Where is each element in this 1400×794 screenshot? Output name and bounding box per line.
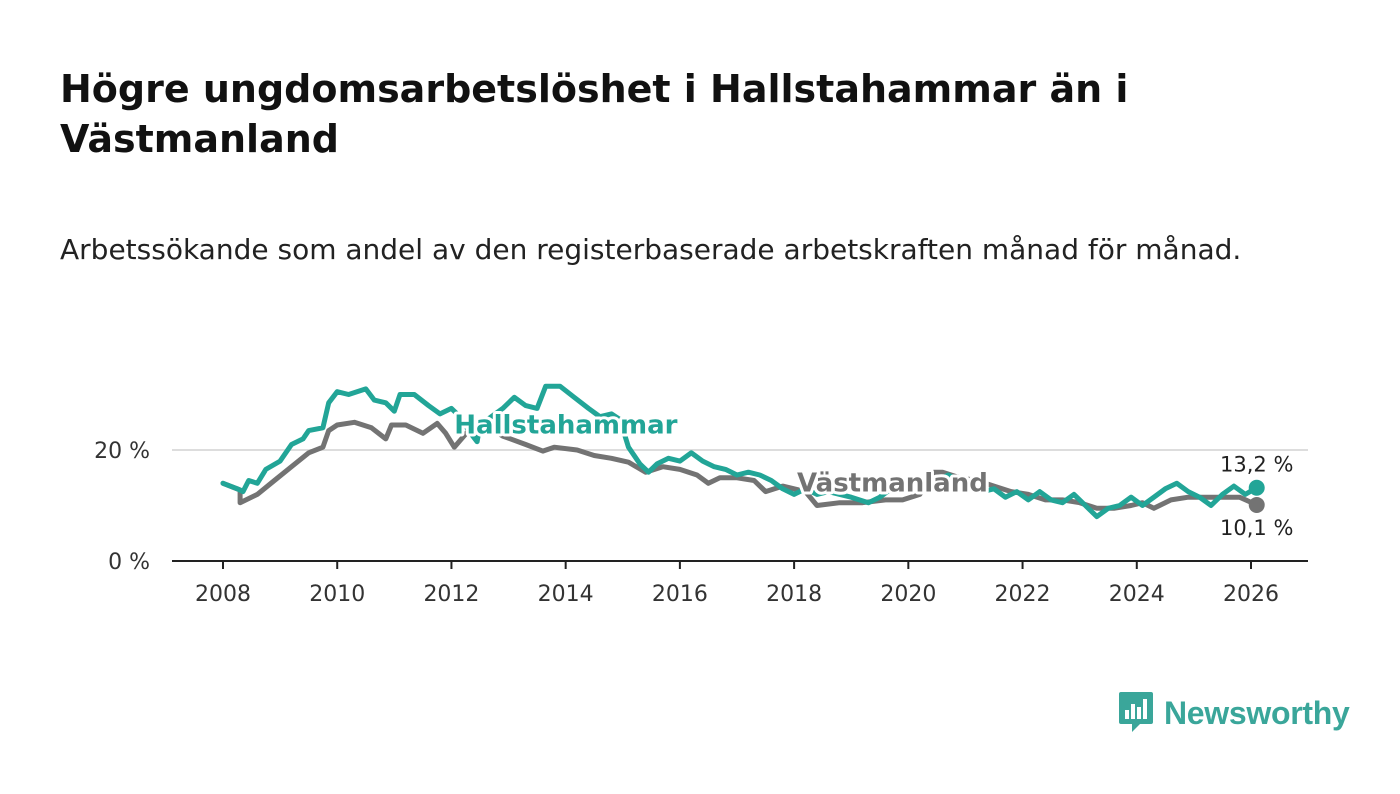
x-tick-label: 2012 (423, 582, 479, 607)
newsworthy-logo: Newsworthy (1118, 690, 1350, 736)
x-tick-label: 2024 (1109, 582, 1165, 607)
x-tick-label: 2016 (652, 582, 708, 607)
series-line-hallstahammar (220, 383, 1260, 520)
chart-subtitle: Arbetssökande som andel av den registerb… (60, 233, 1242, 266)
end-point-hallstahammar (1248, 479, 1265, 496)
chart-title: Högre ungdomsarbetslöshet i Hallstahamma… (60, 67, 1129, 161)
x-tick-label: 2020 (880, 582, 936, 607)
series-line-västmanland (220, 419, 1260, 511)
x-tick-label: 2010 (309, 582, 365, 607)
end-value-label-hallstahammar: 13,2 % (1220, 453, 1293, 477)
x-tick-label: 2008 (195, 582, 251, 607)
line-chart: 0 % 20 % 2008 2010 2012 2014 2016 2018 2020 2022 2… (94, 383, 1308, 607)
label-layer: 10,1 % 13,2 % Hallstahammar Västmanland (451, 407, 1293, 540)
series-name-label-hallstahammar: Hallstahammar (454, 410, 677, 440)
x-tick-label: 2026 (1223, 582, 1279, 607)
end-value-label-västmanland: 10,1 % (1220, 516, 1293, 540)
end-point-västmanland (1248, 496, 1265, 513)
x-tick-label: 2018 (766, 582, 822, 607)
y-tick-label: 20 % (94, 439, 150, 464)
y-tick-label: 0 % (108, 550, 150, 575)
series-name-label-västmanland: Västmanland (797, 469, 988, 499)
x-axis: 0 % 20 % 2008 2010 2012 2014 2016 2018 2020 2022 2… (94, 439, 1308, 607)
x-tick-label: 2014 (538, 582, 594, 607)
bar-chart-icon (1119, 692, 1153, 732)
x-tick-label: 2022 (995, 582, 1051, 607)
logo-text: Newsworthy (1164, 694, 1350, 731)
series-layer (220, 383, 1265, 520)
